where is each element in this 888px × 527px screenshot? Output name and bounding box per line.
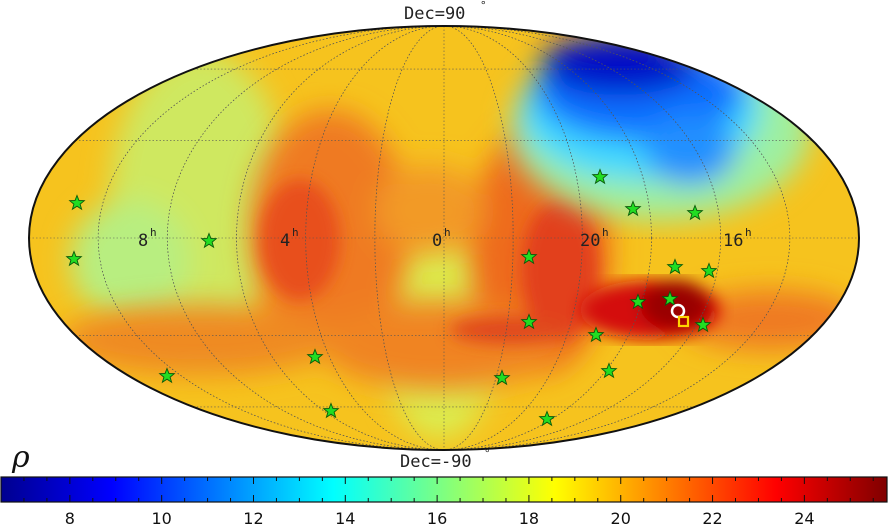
svg-text:h: h bbox=[150, 226, 157, 239]
svg-text:°: ° bbox=[480, 0, 487, 12]
svg-text:0: 0 bbox=[432, 231, 442, 251]
ra-label-16h: 16 h bbox=[723, 226, 752, 251]
svg-text:8: 8 bbox=[138, 231, 148, 251]
colorbar-symbol: ρ bbox=[11, 440, 30, 475]
colorbar-tick-label: 24 bbox=[794, 509, 814, 527]
svg-text:h: h bbox=[292, 226, 299, 239]
ra-label-8h: 8 h bbox=[138, 226, 157, 251]
dec-top-label: Dec=90 ° bbox=[404, 0, 487, 24]
source-square-marker bbox=[677, 315, 690, 328]
svg-text:20: 20 bbox=[580, 231, 600, 251]
map-outline bbox=[28, 25, 860, 451]
colorbar-tick-label: 12 bbox=[243, 509, 263, 527]
ra-label-4h: 4 h bbox=[280, 226, 299, 251]
colorbar-tick-label: 22 bbox=[702, 509, 722, 527]
colorbar-ticks bbox=[0, 477, 874, 502]
svg-text:Dec=-90: Dec=-90 bbox=[400, 452, 472, 472]
colorbar-tick-label: 16 bbox=[427, 509, 447, 527]
svg-text:h: h bbox=[602, 226, 609, 239]
dec-bottom-label: Dec=-90 ° bbox=[400, 447, 491, 472]
svg-text:4: 4 bbox=[280, 231, 290, 251]
colorbar-tick-label: 10 bbox=[151, 509, 171, 527]
colorbar-tick-label: 20 bbox=[611, 509, 631, 527]
svg-text:h: h bbox=[444, 226, 451, 239]
svg-text:h: h bbox=[745, 226, 752, 239]
svg-text:16: 16 bbox=[723, 231, 743, 251]
svg-text:Dec=90: Dec=90 bbox=[404, 4, 465, 24]
svg-text:°: ° bbox=[484, 447, 491, 460]
colorbar-tick-label: 8 bbox=[65, 509, 75, 527]
colorbar-tick-label: 14 bbox=[335, 509, 355, 527]
ra-label-0h: 0 h bbox=[432, 226, 451, 251]
colorbar-tick-label: 18 bbox=[519, 509, 539, 527]
ra-label-20h: 20 h bbox=[580, 226, 609, 251]
colorbar-labels: 8 10 12 14 16 18 20 22 24 bbox=[65, 509, 815, 527]
colorbar bbox=[0, 476, 888, 503]
graticule bbox=[29, 26, 859, 450]
